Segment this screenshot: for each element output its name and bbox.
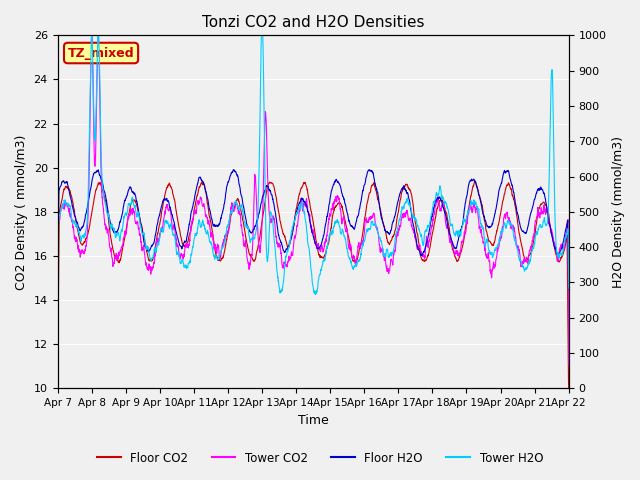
Tower H2O xyxy=(88,33,95,38)
Tower H2O xyxy=(565,286,573,292)
Y-axis label: CO2 Density ( mmol/m3): CO2 Density ( mmol/m3) xyxy=(15,134,28,289)
Tower H2O xyxy=(328,230,335,236)
Floor CO2 xyxy=(471,179,479,184)
Tower H2O xyxy=(520,265,527,271)
Floor CO2 xyxy=(534,210,542,216)
Line: Tower H2O: Tower H2O xyxy=(58,36,569,308)
Title: Tonzi CO2 and H2O Densities: Tonzi CO2 and H2O Densities xyxy=(202,15,424,30)
Tower H2O xyxy=(196,223,204,229)
Floor H2O xyxy=(54,289,61,295)
Tower CO2 xyxy=(565,361,573,367)
Y-axis label: H2O Density (mmol/m3): H2O Density (mmol/m3) xyxy=(612,136,625,288)
Tower H2O xyxy=(534,227,542,233)
Tower H2O xyxy=(339,228,347,234)
Floor CO2 xyxy=(461,226,469,232)
X-axis label: Time: Time xyxy=(298,414,328,427)
Floor CO2 xyxy=(328,223,335,229)
Tower CO2 xyxy=(196,194,204,200)
Floor CO2 xyxy=(565,385,573,391)
Text: TZ_mixed: TZ_mixed xyxy=(68,47,134,60)
Tower CO2 xyxy=(88,33,95,38)
Floor H2O xyxy=(339,193,346,199)
Line: Tower CO2: Tower CO2 xyxy=(58,36,569,388)
Line: Floor H2O: Floor H2O xyxy=(58,170,569,292)
Floor H2O xyxy=(520,229,527,235)
Tower CO2 xyxy=(520,260,527,265)
Floor CO2 xyxy=(196,183,204,189)
Line: Floor CO2: Floor CO2 xyxy=(58,181,569,388)
Floor CO2 xyxy=(54,385,61,391)
Tower CO2 xyxy=(461,230,469,236)
Tower CO2 xyxy=(534,204,542,210)
Legend: Floor CO2, Tower CO2, Floor H2O, Tower H2O: Floor CO2, Tower CO2, Floor H2O, Tower H… xyxy=(92,447,548,469)
Floor CO2 xyxy=(339,206,346,212)
Floor H2O xyxy=(565,286,573,292)
Floor H2O xyxy=(328,188,335,194)
Floor H2O xyxy=(196,174,204,180)
Floor H2O xyxy=(461,200,469,205)
Tower CO2 xyxy=(339,217,347,223)
Tower CO2 xyxy=(54,385,61,391)
Tower H2O xyxy=(461,219,469,225)
Floor CO2 xyxy=(520,253,527,259)
Tower CO2 xyxy=(328,206,335,212)
Floor H2O xyxy=(534,187,542,193)
Tower H2O xyxy=(54,305,61,311)
Floor H2O xyxy=(365,167,372,173)
